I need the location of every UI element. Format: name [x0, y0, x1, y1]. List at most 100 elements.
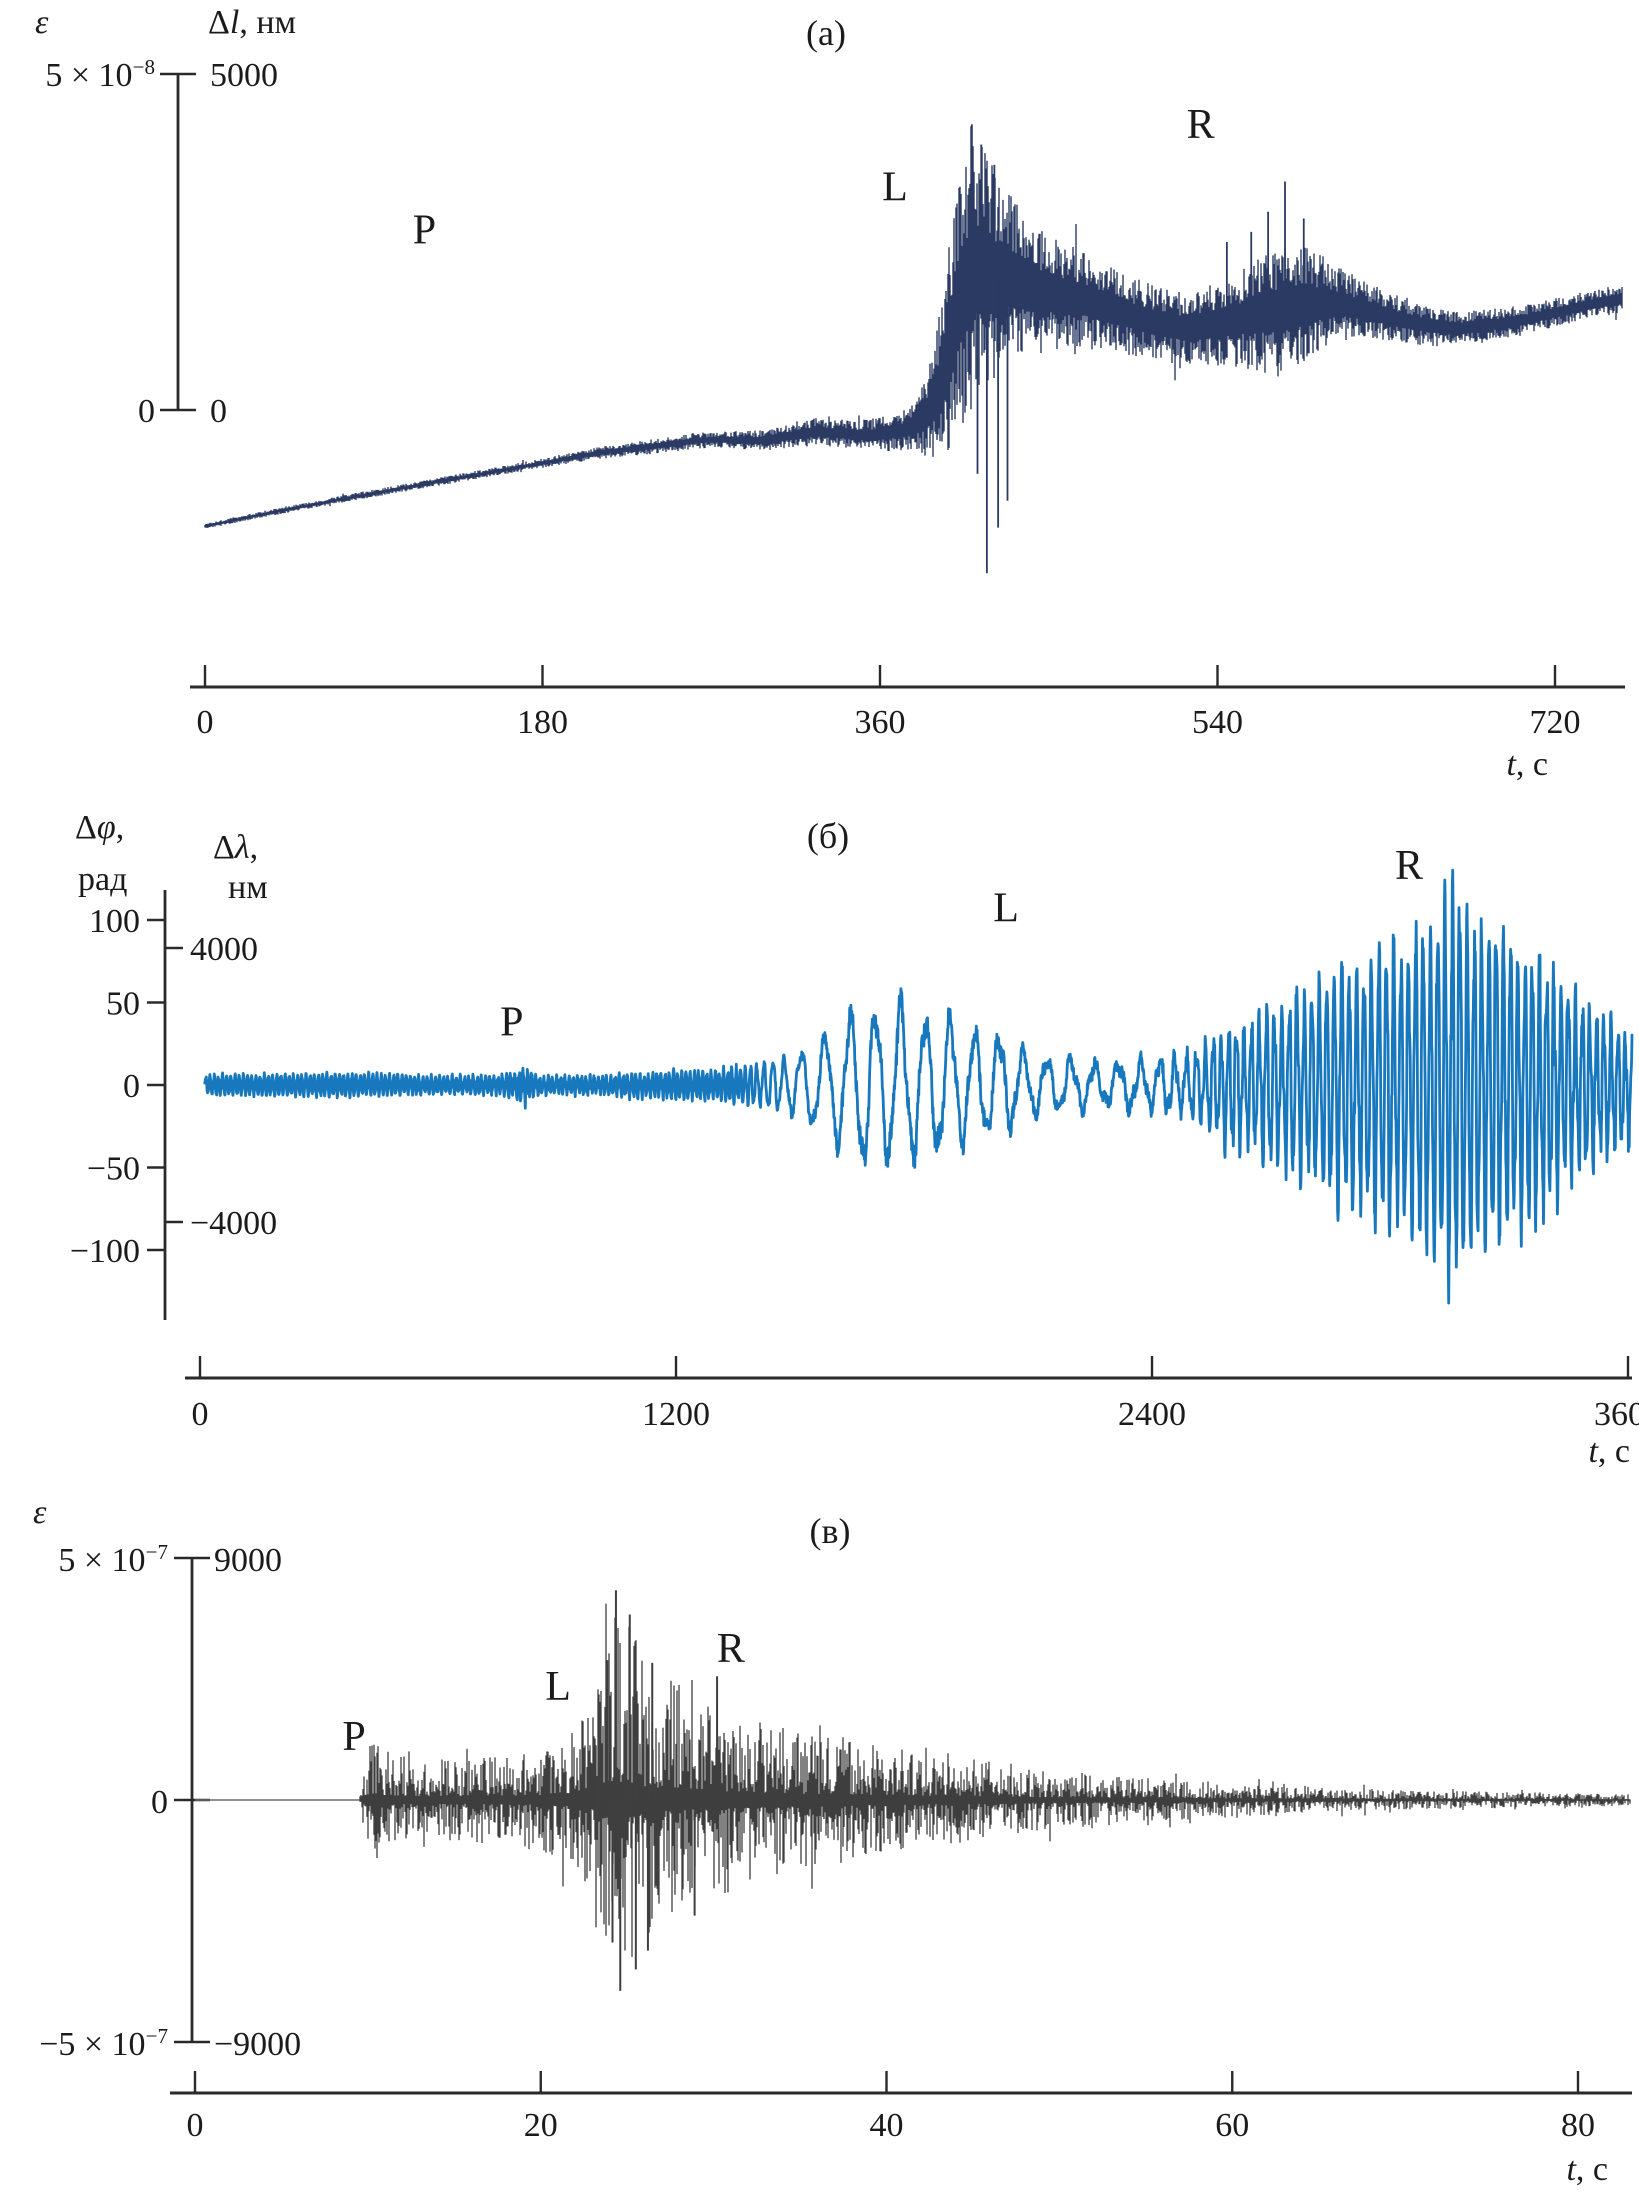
wave-letter-R: R — [717, 1626, 745, 1672]
label-segment: L — [882, 164, 908, 210]
y-left-tick-label: −50 — [87, 1151, 140, 1188]
label-segment: P — [500, 1000, 523, 1046]
x-tick-label: 40 — [870, 2107, 904, 2144]
y-left-tick-label: 5 × 10−8 — [45, 55, 155, 94]
label-segment: (в) — [810, 1511, 851, 1551]
y-inner-tick-label: 0 — [210, 393, 227, 430]
y-inner-axis-title: нм — [228, 869, 268, 906]
label-segment: 80 — [1561, 2107, 1595, 2144]
y-left-tick-label: 5 × 10−7 — [58, 1540, 168, 1579]
panel-a-caption: (а) — [806, 13, 846, 53]
wave-letter-P: P — [413, 207, 436, 253]
label-segment: −7 — [146, 1540, 168, 1564]
label-segment: t — [1506, 746, 1517, 783]
label-segment: 360 — [855, 704, 906, 741]
y-left-tick-label: −100 — [70, 1233, 140, 1270]
label-segment: Δ — [75, 809, 97, 846]
x-tick-label: 20 — [524, 2107, 558, 2144]
label-segment: R — [717, 1626, 745, 1672]
label-segment: 1200 — [642, 1396, 710, 1433]
label-segment: 180 — [517, 704, 568, 741]
y-inner-tick-label: 5000 — [210, 57, 278, 94]
y-left-tick-label: 0 — [151, 1784, 168, 1821]
label-segment: 0 — [197, 704, 214, 741]
label-segment: Δ — [213, 829, 235, 866]
y-left-tick-label: 0 — [138, 393, 155, 430]
label-segment: R — [1395, 843, 1423, 889]
label-segment: λ — [234, 829, 250, 866]
label-segment: 5000 — [210, 57, 278, 94]
label-segment: 40 — [870, 2107, 904, 2144]
label-segment: , с — [1576, 2151, 1608, 2188]
label-segment: L — [545, 1664, 571, 1710]
label-segment: 0 — [138, 393, 155, 430]
y-left-axis-title: рад — [78, 861, 127, 898]
label-segment: 5 × 10 — [45, 57, 132, 94]
x-tick-label: 3600 — [1594, 1396, 1639, 1433]
x-tick-label: 60 — [1215, 2107, 1249, 2144]
y-inner-axis-title: Δl, нм — [208, 4, 296, 41]
y-left-tick-label: −5 × 10−7 — [39, 2024, 168, 2063]
x-tick-label: 1200 — [642, 1396, 710, 1433]
label-segment: −9000 — [214, 2026, 301, 2063]
label-segment: 100 — [89, 903, 140, 940]
label-segment: 3600 — [1594, 1396, 1639, 1433]
label-segment: 0 — [151, 1784, 168, 1821]
x-axis-unit-label: t, с — [1506, 746, 1548, 783]
label-segment: L — [993, 886, 1019, 932]
label-segment: 2400 — [1118, 1396, 1186, 1433]
x-axis-unit-label: t, с — [1588, 1433, 1630, 1470]
y-left-tick-label: 50 — [106, 986, 140, 1023]
label-segment: 50 — [106, 986, 140, 1023]
label-segment: φ — [97, 809, 116, 846]
label-segment: 5 × 10 — [58, 1542, 145, 1579]
x-tick-label: 0 — [187, 2107, 204, 2144]
label-segment: ε — [35, 4, 49, 41]
label-segment: t — [1588, 1433, 1599, 1470]
label-segment: −8 — [133, 55, 155, 79]
label-segment: l — [230, 4, 239, 41]
y-left-axis-title: ε — [35, 4, 49, 41]
label-segment: 720 — [1530, 704, 1581, 741]
wave-letter-L: L — [993, 886, 1019, 932]
label-segment: 0 — [210, 393, 227, 430]
label-segment: −100 — [70, 1233, 140, 1270]
panel-b-waveform — [203, 868, 1634, 1305]
x-tick-label: 180 — [517, 704, 568, 741]
x-tick-label: 540 — [1192, 704, 1243, 741]
label-segment: рад — [78, 861, 127, 898]
x-tick-label: 360 — [855, 704, 906, 741]
y-inner-axis-title: Δλ, — [213, 829, 258, 866]
label-segment: 20 — [524, 2107, 558, 2144]
x-tick-label: 720 — [1530, 704, 1581, 741]
wave-letter-R: R — [1187, 102, 1215, 148]
y-inner-tick-label: 4000 — [190, 931, 258, 968]
label-segment: 60 — [1215, 2107, 1249, 2144]
wave-letter-L: L — [545, 1664, 571, 1710]
label-segment: −4000 — [190, 1205, 277, 1242]
y-inner-tick-label: −4000 — [190, 1205, 277, 1242]
y-inner-tick-label: 9000 — [214, 1542, 282, 1579]
panel-v-waveform — [195, 1590, 1631, 1991]
wave-letter-P: P — [342, 1714, 365, 1760]
label-segment: 9000 — [214, 1542, 282, 1579]
label-segment: , с — [1516, 746, 1548, 783]
label-segment: P — [342, 1714, 365, 1760]
panel-v-caption: (в) — [810, 1511, 851, 1551]
x-tick-label: 80 — [1561, 2107, 1595, 2144]
label-segment: 540 — [1192, 704, 1243, 741]
label-segment: −50 — [87, 1151, 140, 1188]
label-segment: , нм — [239, 4, 296, 41]
wave-letter-P: P — [500, 1000, 523, 1046]
label-segment: , с — [1598, 1433, 1630, 1470]
label-segment: , — [116, 809, 125, 846]
label-segment: 0 — [123, 1068, 140, 1105]
panel-a-waveform — [204, 124, 1623, 574]
x-tick-label: 0 — [192, 1396, 209, 1433]
x-tick-label: 2400 — [1118, 1396, 1186, 1433]
